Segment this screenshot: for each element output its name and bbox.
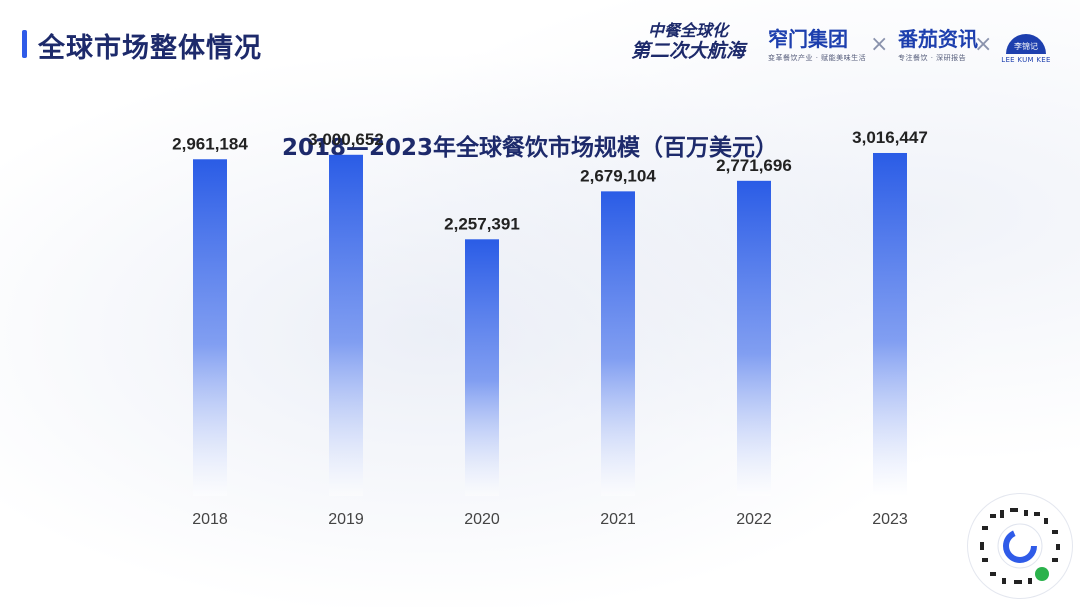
- bar-2021: [601, 191, 635, 496]
- brand-zhaimen: 窄门集团 变革餐饮产业 · 赋能美味生活: [768, 28, 866, 63]
- bar-2020: [465, 239, 499, 496]
- title-accent-bar: [22, 30, 27, 58]
- brand-lkk-sub: LEE KUM KEE: [1001, 56, 1051, 64]
- data-label-2021: 2,679,104: [580, 166, 656, 185]
- x-tick-label-2018: 2018: [192, 511, 228, 528]
- data-label-2019: 3,000,652: [308, 130, 384, 149]
- x-tick-label-2023: 2023: [872, 511, 908, 528]
- page-title: 全球市场整体情况: [38, 33, 262, 64]
- campaign-slogan: 中餐全球化 第二次大航海: [628, 20, 748, 62]
- brand-zhaimen-name: 窄门集团: [768, 27, 848, 51]
- slogan-line-1: 中餐全球化: [647, 21, 728, 40]
- mini-program-qr-icon: [968, 494, 1072, 598]
- bar-2018: [193, 159, 227, 497]
- data-label-2020: 2,257,391: [444, 214, 520, 233]
- cross-icon-1: ×: [870, 32, 889, 57]
- slogan-line-2: 第二次大航海: [630, 40, 745, 62]
- bar-2022: [737, 180, 771, 496]
- brand-fanqie-tagline: 专注餐饮 · 深研报告: [898, 54, 967, 62]
- brand-zhaimen-tagline: 变革餐饮产业 · 赋能美味生活: [768, 54, 867, 62]
- x-tick-label-2019: 2019: [328, 511, 364, 528]
- brand-fanqie: 番茄资讯 专注餐饮 · 深研报告: [898, 28, 978, 63]
- bar-2023: [873, 152, 907, 496]
- cross-icon-2: ×: [974, 32, 993, 57]
- data-label-2023: 3,016,447: [852, 128, 928, 147]
- data-label-2022: 2,771,696: [716, 156, 792, 175]
- x-tick-label-2021: 2021: [600, 511, 636, 528]
- chart-title: 2018—2023年全球餐饮市场规模（百万美元）: [281, 135, 779, 161]
- x-tick-label-2020: 2020: [464, 511, 500, 528]
- data-label-2018: 2,961,184: [172, 134, 248, 153]
- brand-fanqie-name: 番茄资讯: [898, 27, 978, 51]
- x-tick-label-2022: 2022: [736, 511, 772, 528]
- lee-kum-kee-logo-icon: 李锦记: [1006, 34, 1046, 54]
- bar-2019: [329, 154, 363, 496]
- brand-lkk-name: 李锦记: [1014, 41, 1038, 51]
